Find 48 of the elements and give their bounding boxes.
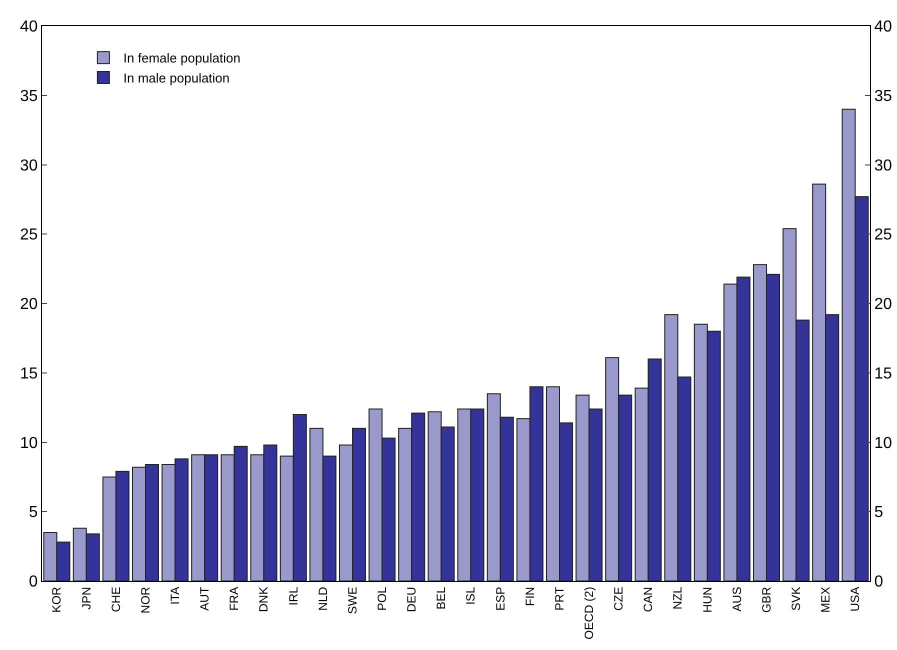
x-tick-label: NZL bbox=[670, 586, 685, 610]
x-tick-label: KOR bbox=[50, 586, 64, 613]
y-tick-label: 40 bbox=[20, 18, 38, 36]
x-tick-label: PRT bbox=[552, 586, 566, 611]
y2-tick-label: 15 bbox=[874, 365, 892, 382]
x-tick-label: GBR bbox=[759, 586, 774, 613]
y-tick-label: 20 bbox=[20, 296, 38, 314]
x-tick-label: AUS bbox=[730, 586, 744, 612]
x-tick-label: OECD (2) bbox=[582, 586, 596, 640]
x-tick-label: JPN bbox=[79, 586, 94, 610]
legend-label: In female population bbox=[123, 50, 240, 66]
x-tick-label: BEL bbox=[434, 586, 448, 610]
legend-label: In male population bbox=[123, 70, 230, 86]
y2-tick-label: 30 bbox=[874, 157, 892, 174]
x-tick-label: AUT bbox=[198, 586, 212, 611]
x-tick-label: MEX bbox=[818, 586, 833, 613]
x-tick-label: ISL bbox=[464, 586, 478, 605]
x-tick-label: SVK bbox=[788, 586, 803, 611]
x-tick-label: ITA bbox=[168, 586, 182, 605]
x-tick-label: ESP bbox=[493, 586, 508, 611]
y-tick-label: 35 bbox=[20, 88, 38, 105]
x-tick-label: CHE bbox=[108, 586, 123, 612]
x-tick-label: POL bbox=[374, 586, 389, 611]
x-tick-label: CAN bbox=[641, 586, 656, 612]
x-tick-label: FRA bbox=[227, 586, 242, 611]
x-tick-label: CZE bbox=[612, 586, 626, 611]
x-tick-label: NOR bbox=[138, 586, 152, 614]
x-tick-label: USA bbox=[848, 586, 862, 612]
x-tick-label: DNK bbox=[256, 586, 271, 612]
y-tick-label: 5 bbox=[28, 504, 38, 522]
y2-tick-label: 25 bbox=[874, 226, 892, 244]
y-tick-label: 30 bbox=[20, 157, 38, 174]
x-tick-label: NLD bbox=[316, 586, 330, 611]
y2-tick-label: 40 bbox=[874, 18, 892, 36]
x-tick-label: DEU bbox=[404, 586, 419, 612]
x-tick-label: FIN bbox=[522, 586, 537, 606]
y-tick-label: 10 bbox=[20, 434, 38, 452]
y2-tick-label: 35 bbox=[874, 88, 892, 105]
x-tick-label: HUN bbox=[700, 586, 714, 613]
y2-tick-label: 10 bbox=[874, 434, 892, 452]
y2-tick-label: 5 bbox=[874, 504, 884, 522]
x-tick-label: SWE bbox=[345, 586, 360, 614]
y-tick-label: 25 bbox=[20, 226, 38, 244]
y2-tick-label: 20 bbox=[874, 296, 892, 314]
y-tick-label: 0 bbox=[28, 574, 38, 591]
y2-tick-label: 0 bbox=[874, 574, 884, 591]
x-tick-label: IRL bbox=[286, 586, 300, 606]
y-tick-label: 15 bbox=[20, 365, 38, 382]
